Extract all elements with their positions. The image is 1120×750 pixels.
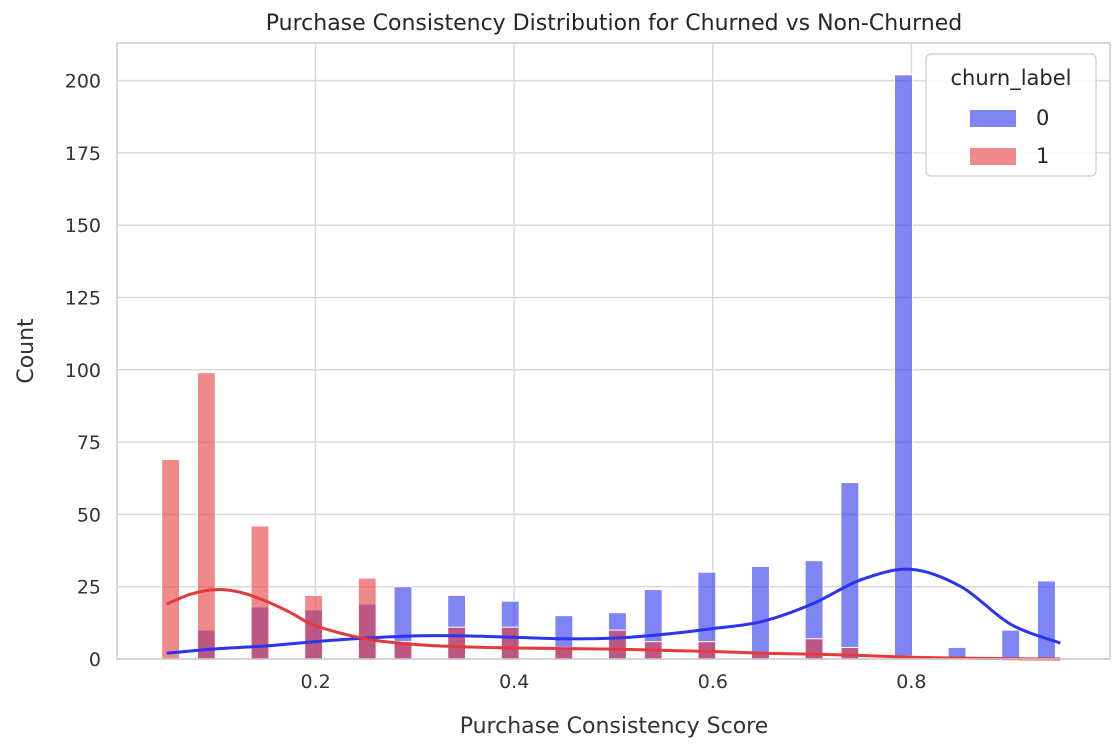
kde-line-series-1 xyxy=(166,588,1061,661)
bar-series-1-9 xyxy=(608,629,627,660)
bar-series-0-16 xyxy=(1001,629,1021,660)
y-tick-label: 175 xyxy=(65,143,101,165)
x-tick-label: 0.8 xyxy=(896,671,926,693)
bar-series-1-0 xyxy=(161,458,181,660)
x-axis-title: Purchase Consistency Score xyxy=(460,714,769,739)
chart-title: Purchase Consistency Distribution for Ch… xyxy=(266,11,962,36)
y-tick-label: 100 xyxy=(65,360,101,382)
x-tick-label: 0.2 xyxy=(300,671,330,693)
bar-series-1-2 xyxy=(250,525,270,660)
plot-frame xyxy=(116,42,1111,660)
bar-series-1-4 xyxy=(357,577,377,660)
legend-title: churn_label xyxy=(950,66,1071,91)
grid-lines xyxy=(117,43,1110,660)
kde-curves xyxy=(166,567,1061,661)
bar-series-1-6 xyxy=(447,626,467,660)
y-tick-label: 200 xyxy=(65,71,101,93)
y-tick-label: 75 xyxy=(77,432,101,454)
legend-label-1: 1 xyxy=(1036,144,1049,168)
bar-series-1-13 xyxy=(804,638,824,660)
y-axis-title: Count xyxy=(14,318,39,384)
bar-series-0-14 xyxy=(894,74,913,660)
y-tick-label: 50 xyxy=(77,504,101,526)
legend-swatch-0 xyxy=(970,110,1016,127)
bar-series-1-14 xyxy=(840,646,860,660)
bar-series-0-13 xyxy=(840,482,860,660)
legend-label-0: 0 xyxy=(1036,106,1049,130)
bar-series-1-7 xyxy=(500,626,520,660)
y-tick-label: 150 xyxy=(65,215,101,237)
bar-series-1-1 xyxy=(196,372,216,660)
y-tick-label: 25 xyxy=(77,577,101,599)
kde-line-series-0 xyxy=(166,567,1061,655)
legend-swatch-1 xyxy=(970,148,1016,165)
bar-series-0-17 xyxy=(1037,580,1056,660)
bar-series-0-11 xyxy=(751,565,770,660)
y-tick-label: 0 xyxy=(89,649,101,671)
x-tick-label: 0.6 xyxy=(698,671,728,693)
x-axis-ticks: 0.2 0.4 0.6 0.8 xyxy=(300,671,926,693)
legend: churn_label 0 1 xyxy=(925,53,1097,177)
x-tick-label: 0.4 xyxy=(499,671,529,693)
y-tick-label: 125 xyxy=(65,287,101,309)
y-axis-ticks: 0 25 50 75 100 125 150 175 200 xyxy=(65,71,101,671)
